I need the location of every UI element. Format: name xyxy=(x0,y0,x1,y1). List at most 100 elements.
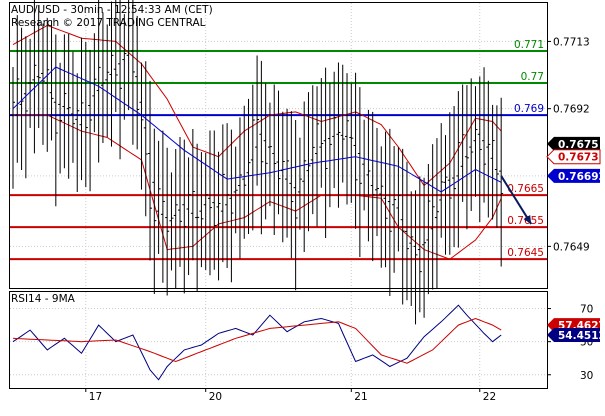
price-bar xyxy=(45,17,50,152)
price-bar xyxy=(323,67,328,238)
price-bars xyxy=(11,0,504,325)
time-axis-label: 17 xyxy=(89,391,102,403)
price-bar xyxy=(178,136,183,267)
price-bar xyxy=(297,137,302,230)
price-bar xyxy=(75,73,80,193)
price-bar xyxy=(225,123,230,269)
price-bar xyxy=(366,109,371,242)
rsi-badge-shape xyxy=(547,328,600,343)
price-bar xyxy=(66,34,71,179)
price-bar xyxy=(310,85,315,215)
price-bar xyxy=(464,85,469,230)
level-label: 0.7665 xyxy=(507,183,544,195)
price-bar xyxy=(379,146,384,268)
price-bar xyxy=(109,1,114,147)
band-value-badge-shape xyxy=(546,149,601,165)
price-bar xyxy=(203,152,208,270)
time-axis-label: 22 xyxy=(483,391,496,403)
price-bar xyxy=(409,191,414,306)
price-bar xyxy=(143,61,148,217)
price-bar xyxy=(122,14,127,120)
rsi-lines xyxy=(12,304,502,381)
price-bar xyxy=(370,111,375,262)
price-bar xyxy=(482,67,487,203)
rsi-line xyxy=(12,304,502,381)
price-bar xyxy=(417,176,422,313)
price-bar xyxy=(404,161,409,301)
price-bar xyxy=(447,112,452,255)
rsi-grid xyxy=(10,292,547,388)
price-bar xyxy=(456,91,461,248)
price-bar xyxy=(486,80,491,218)
price-bar xyxy=(32,0,37,154)
price-bar xyxy=(340,64,345,183)
price-bar xyxy=(422,177,427,318)
band-value-badge-text: 0.7673 xyxy=(558,152,599,164)
price-bar xyxy=(357,87,362,257)
price-bar xyxy=(83,41,88,188)
price-bar xyxy=(396,147,401,252)
price-bar xyxy=(477,76,482,222)
level-label: 0.7645 xyxy=(507,247,544,259)
price-bar xyxy=(199,152,204,268)
time-axis-label: 20 xyxy=(209,391,222,403)
price-bar xyxy=(434,138,439,289)
price-bar xyxy=(374,127,379,237)
price-bar xyxy=(36,5,41,128)
price-bar xyxy=(469,78,474,212)
price-bar xyxy=(58,62,63,174)
forecast-arrow xyxy=(500,175,533,225)
price-bar xyxy=(135,15,140,150)
price-bar xyxy=(88,49,93,192)
moving-average-line xyxy=(12,66,502,193)
price-bar xyxy=(439,123,444,238)
price-bar xyxy=(336,62,341,208)
ma-value-badge-text: 0.76692 xyxy=(558,171,605,183)
price-bar xyxy=(113,0,118,112)
price-bar xyxy=(70,51,75,163)
price-bar xyxy=(28,38,33,128)
rsi-badge: 54.4512 xyxy=(547,328,605,343)
price-bar xyxy=(306,92,311,232)
price-bar xyxy=(19,27,24,171)
price-bar xyxy=(62,34,67,169)
price-axis-label: 0.7713 xyxy=(553,36,590,48)
band-value-badge: 0.7673 xyxy=(546,149,601,165)
price-bar xyxy=(293,120,298,291)
price-bar xyxy=(220,124,225,263)
price-axis-label: 0.7649 xyxy=(553,241,590,253)
ma-value-badge: 0.76692 xyxy=(547,168,605,183)
time-axis-label: 21 xyxy=(354,391,367,403)
price-bar xyxy=(242,105,247,239)
price-bar xyxy=(490,104,495,220)
price-bar xyxy=(233,146,238,234)
price-axis-label: 0.7692 xyxy=(553,104,590,116)
price-bar xyxy=(92,33,97,133)
price-bar xyxy=(53,34,58,207)
price-bar xyxy=(49,20,54,141)
price-bar xyxy=(23,36,28,179)
rsi-axis-label: 70 xyxy=(580,304,593,316)
chart-copyright: Research © 2017 TRADING CENTRAL xyxy=(11,17,206,29)
price-bar xyxy=(443,135,448,255)
price-bar xyxy=(118,0,123,160)
rsi-panel-frame xyxy=(9,291,548,389)
price-bar xyxy=(40,23,45,145)
price-bar xyxy=(332,71,337,189)
price-bar xyxy=(100,12,105,144)
level-label: 0.7655 xyxy=(507,215,544,227)
price-bar xyxy=(289,111,294,259)
price-bar xyxy=(96,0,101,163)
price-bar xyxy=(272,84,277,235)
price-bar xyxy=(207,130,212,276)
price-bar xyxy=(11,67,15,189)
price-bar xyxy=(383,131,388,268)
price-bar xyxy=(349,83,354,203)
price-bar xyxy=(473,86,478,197)
price-bar xyxy=(315,86,320,227)
price-bar xyxy=(276,90,281,215)
price-bar xyxy=(126,0,131,111)
